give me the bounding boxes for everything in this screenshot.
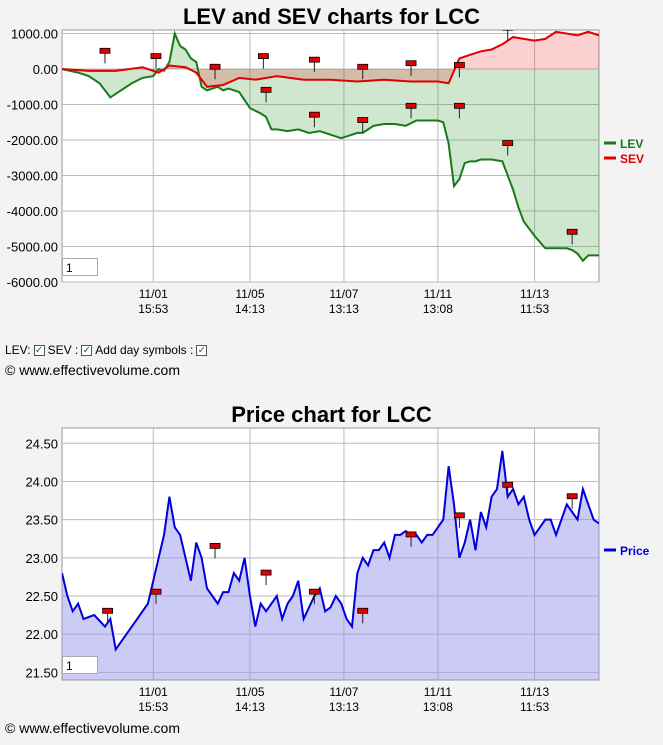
x-tick-label: 13:13 [329, 302, 359, 316]
y-tick-label: 0.00 [33, 62, 58, 77]
y-tick-label: -6000.00 [7, 275, 58, 290]
lev-checkbox[interactable]: ✓ [33, 344, 45, 356]
day-symbol-flag [99, 47, 111, 54]
y-tick-label: -4000.00 [7, 204, 58, 219]
day-symbol-flag [308, 56, 320, 63]
legend-label-sev: SEV [620, 152, 644, 166]
series-line-lev [62, 30, 599, 263]
lev-toggle-label: LEV: [5, 343, 31, 357]
series-area-price [62, 450, 599, 680]
series-area-sev [62, 31, 599, 87]
x-tick-label: 11/01 [139, 287, 168, 301]
lev-sev-chart-title: LEV and SEV charts for LCC [182, 4, 481, 29]
day-symbol-flag [453, 62, 465, 68]
price-chart-title: Price chart for LCC [231, 402, 432, 427]
day-symbol-flag [357, 63, 369, 70]
series-toggle-row: LEV: ✓ SEV : ✓ Add day symbols : ✓ [5, 343, 208, 357]
day-symbol-flag [453, 102, 465, 109]
plot-area [61, 427, 600, 681]
day-symbol-flag [405, 102, 417, 109]
y-tick-label: -2000.00 [7, 133, 58, 148]
y-tick-label: -1000.00 [7, 98, 58, 113]
y-tick-label: 22.50 [25, 589, 58, 604]
y-tick-label: -5000.00 [7, 240, 58, 255]
x-tick-label: 11/11 [424, 287, 453, 301]
day-symbol-flag [257, 53, 269, 60]
x-tick-label: 11:53 [520, 700, 549, 714]
series-line-sev [62, 30, 599, 88]
y-tick-label: 1000.00 [11, 27, 58, 42]
day-symbol-flag [209, 63, 221, 70]
day-symbol-flag [357, 117, 369, 123]
day-symbol-flag [566, 228, 578, 235]
day-symbol-flag [405, 531, 417, 538]
lev-sev-period-input[interactable]: 1 [62, 258, 98, 276]
y-tick-label: 21.50 [25, 665, 58, 680]
day-symbol-flag [357, 607, 369, 614]
price-period-input[interactable]: 1 [62, 656, 98, 674]
day-symbol-flag [308, 111, 320, 118]
day-symbol-flag [260, 86, 272, 93]
day-symbol-flag [502, 140, 514, 146]
x-tick-label: 11/01 [139, 685, 168, 699]
legend-label-lev: LEV [620, 137, 643, 151]
day-symbol-flag [405, 60, 417, 67]
y-tick-label: 23.50 [25, 513, 58, 528]
lev-sev-chart: 1000.00 0.00 -1000.00 -2000.00 -3000.00 -4000… [7, 27, 644, 316]
sev-checkbox[interactable]: ✓ [81, 344, 93, 356]
y-tick-label: 24.00 [25, 474, 58, 489]
x-tick-label: 14:13 [235, 700, 265, 714]
day-symbol-flag [260, 569, 272, 576]
x-tick-label: 11/05 [235, 287, 264, 301]
series-line-price [62, 450, 599, 653]
x-tick-label: 15:53 [138, 700, 168, 714]
day-symbol-flag [308, 588, 320, 595]
x-tick-label: 15:53 [138, 302, 168, 316]
x-tick-label: 14:13 [235, 302, 265, 316]
x-tick-label: 11/05 [235, 685, 264, 699]
x-tick-label: 13:08 [423, 302, 453, 316]
copyright-bottom[interactable]: © www.effectivevolume.com [5, 720, 181, 736]
day-symbol-flag [102, 607, 114, 614]
y-tick-label: 22.00 [25, 627, 58, 642]
day-symbol-flag [566, 493, 578, 500]
day-symbol-flag [150, 588, 162, 595]
x-tick-label: 11/07 [329, 287, 358, 301]
day-symbol-flag [502, 30, 514, 31]
y-tick-label: 23.00 [25, 551, 58, 566]
x-tick-label: 13:13 [329, 700, 359, 714]
day-symbols-checkbox[interactable]: ✓ [196, 344, 208, 356]
x-tick-label: 11:53 [520, 302, 549, 316]
plot-area [61, 29, 600, 283]
x-tick-label: 11/13 [520, 287, 549, 301]
series-area-lev [62, 33, 599, 261]
day-symbols-label: Add day symbols : [95, 343, 194, 357]
legend-label-price: Price [620, 544, 650, 558]
x-tick-label: 11/11 [424, 685, 453, 699]
day-symbol-flag [150, 53, 162, 60]
x-tick-label: 11/13 [520, 685, 549, 699]
day-symbol-flag [502, 481, 514, 488]
day-symbol-flag [209, 542, 221, 549]
y-tick-label: -3000.00 [7, 169, 58, 184]
sev-toggle-label: SEV : [47, 343, 79, 357]
x-tick-label: 11/07 [329, 685, 358, 699]
copyright-top[interactable]: © www.effectivevolume.com [5, 362, 181, 378]
day-symbol-flag [453, 512, 465, 519]
x-tick-label: 13:08 [423, 700, 453, 714]
y-tick-label: 24.50 [25, 436, 58, 451]
